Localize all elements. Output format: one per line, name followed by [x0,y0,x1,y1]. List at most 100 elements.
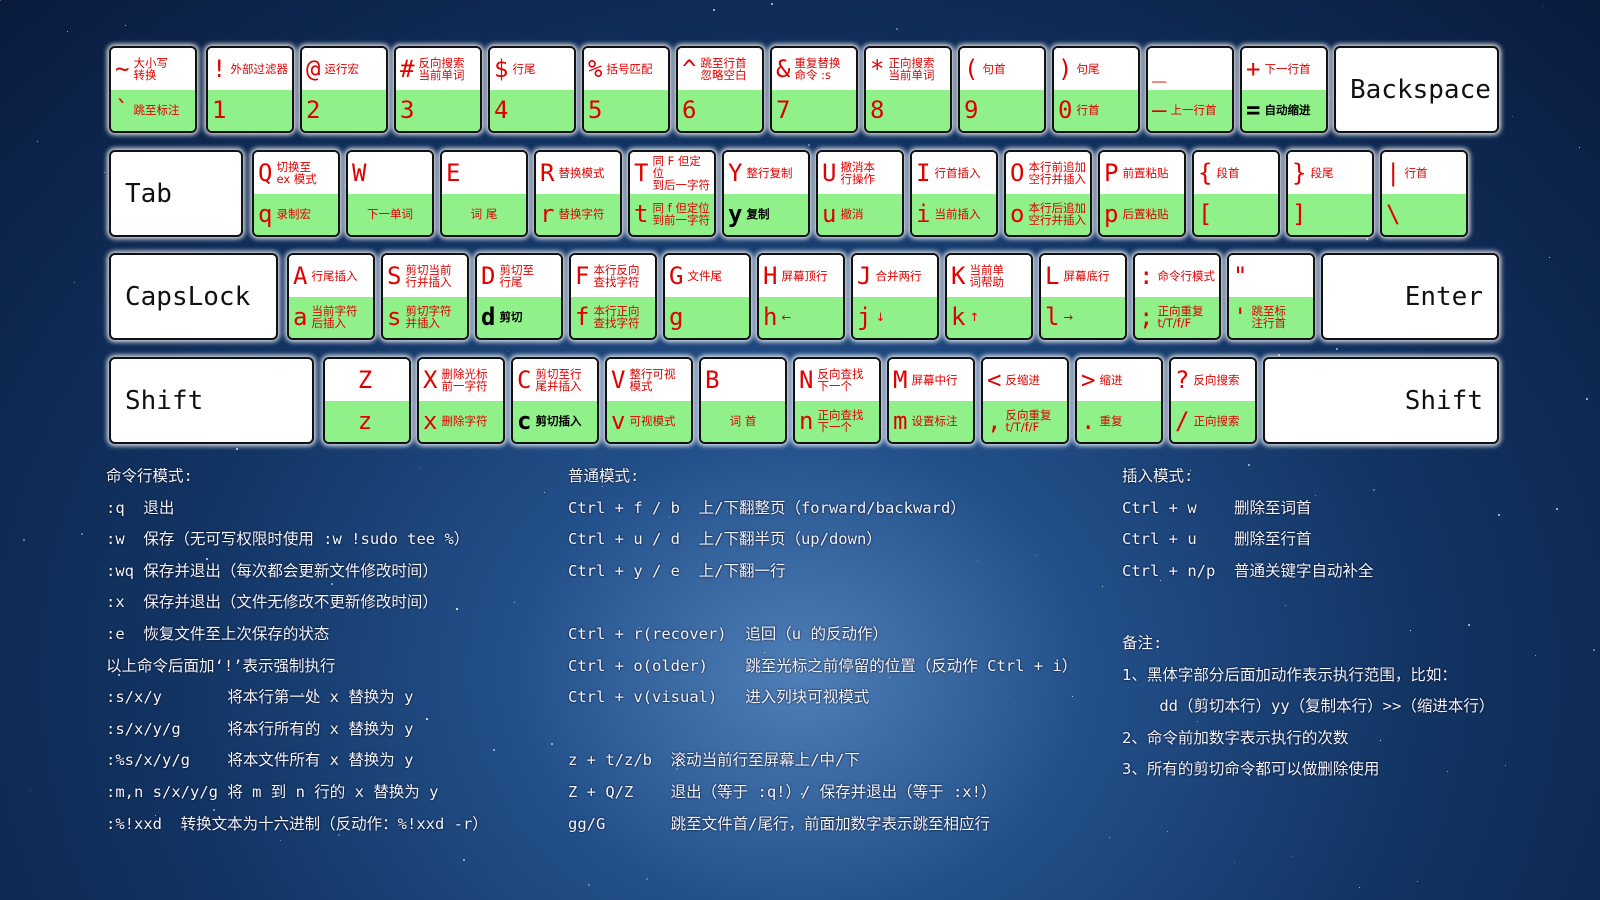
key-char: X [423,365,438,394]
key-char: $ [494,54,509,83]
star [581,633,583,635]
key-desc: 剪切至行 尾并插入 [535,366,582,393]
top-half: + 下一行首 [1242,48,1326,90]
key-char: { [1198,158,1213,187]
bottom-half: d 剪切 [477,296,561,338]
star [74,282,76,284]
key-char: O [1010,158,1025,187]
star [734,762,736,764]
note-line: 1、黑体字部分后面加动作表示执行范围，比如： [1122,665,1457,684]
note-line: Ctrl + w 删除至词首 [1122,498,1312,517]
star [206,558,208,560]
top-half: V 整行可视 模式 [607,359,691,401]
star [984,812,986,814]
key-char: V [611,365,626,394]
star [801,793,803,795]
key-char: ^ [682,54,697,83]
key-label: Enter [1404,281,1483,312]
star [1234,862,1236,864]
note-line: Ctrl + y / e 上/下翻一行 [568,561,786,580]
top-half: X 删除光标 前一字符 [419,359,503,401]
key: V 整行可视 模式 v 可视模式 [605,357,693,444]
top-half: > 缩进 [1077,359,1161,401]
bottom-half: 5 [584,89,668,131]
key-desc: 重复替换 命令 :s [794,55,841,82]
note-line: :e 恢复文件至上次保存的状态 [106,625,330,643]
top-half: ~ 大小写 转换 [111,48,195,90]
note-line: Ctrl + u / d 上/下翻半页（up/down） [568,530,882,549]
key: & 重复替换 命令 :s 7 [770,46,858,133]
star [125,25,126,26]
key-desc: 替换模式 [558,165,605,180]
top-half: ? 反向搜索 [1171,359,1255,401]
bottom-half: i 当前插入 [912,193,996,235]
bottom-half: 词 首 [701,400,785,442]
note-line: Ctrl + u 删除至行首 [1122,530,1312,549]
key-desc: ← [781,310,792,325]
note-line: :w 保存（无可写权限时使用 :w !sudo tee %） [106,530,470,549]
star [1593,649,1595,651]
key: F 本行反向 查找字符 f 本行正向 查找字符 [569,253,657,340]
star [1336,348,1338,350]
star [1167,831,1168,832]
top-half: _ [1148,48,1232,90]
note-line: :%s/x/y/g 将本文件所有 x 替换为 y [106,751,414,770]
bottom-half: 9 [960,89,1044,131]
star [30,790,31,791]
key-char: 8 [870,96,885,125]
star [23,539,25,541]
star [456,608,458,610]
star [669,517,671,519]
key-desc: 撤消本 行操作 [840,159,875,186]
bottom-half: g [665,296,749,338]
star [537,241,538,242]
star [1542,6,1543,7]
key-char: 1 [212,96,227,125]
key-desc: 正向查找 下一个 [817,408,864,435]
key-desc: 跳至行首 忽略空白 [700,55,747,82]
bottom-half: 1 [208,89,292,131]
bottom-half: l → [1041,296,1125,338]
bottom-half: o 本行后追加 空行并插入 [1006,193,1090,235]
note-line: :q 退出 [106,498,175,517]
key-char: & [776,54,791,83]
key-char: ; [1139,303,1154,332]
star [1549,257,1551,259]
key-char: : [1139,261,1154,290]
key-char: s [387,303,402,332]
key-desc: 正向搜索 [1193,414,1240,429]
bottom-half: 4 [490,89,574,131]
key-desc: 句尾 [1076,61,1100,76]
top-half: Z [325,359,409,401]
key-char: < [987,365,1002,394]
note-line: Ctrl + o(older) 跳至光标之前停留的位置（反动作 Ctrl + i… [568,656,1078,675]
bottom-half: / 正向搜索 [1171,400,1255,442]
key-desc: 本行正向 查找字符 [593,304,640,331]
key: Backspace [1334,46,1499,133]
top-half: E [442,152,526,194]
key-desc: 反向搜索 当前单词 [418,55,465,82]
star [514,602,516,604]
bottom-half: c 剪切插入 [513,400,597,442]
star [1322,746,1323,747]
key-char: Q [258,158,273,187]
top-half: | 行首 [1382,152,1466,194]
key-desc: 行尾插入 [311,268,358,283]
key-desc: 句首 [982,61,1006,76]
key-desc: 录制宏 [276,207,311,222]
key: I 行首插入 i 当前插入 [910,150,998,237]
key-char: " [1233,261,1248,290]
key: U 撤消本 行操作 u 撤消 [816,150,904,237]
key-char: U [822,158,837,187]
key-char: z [357,407,373,436]
key-char: y [728,200,743,229]
star [896,28,898,30]
key: + 下一行首 = 自动缩进 [1240,46,1328,133]
key-label: Shift [1404,385,1483,416]
key-char: = [1246,96,1261,125]
key-char: I [916,158,931,187]
star [463,859,465,861]
key: D 剪切至 行尾 d 剪切 [475,253,563,340]
star [1278,354,1280,356]
